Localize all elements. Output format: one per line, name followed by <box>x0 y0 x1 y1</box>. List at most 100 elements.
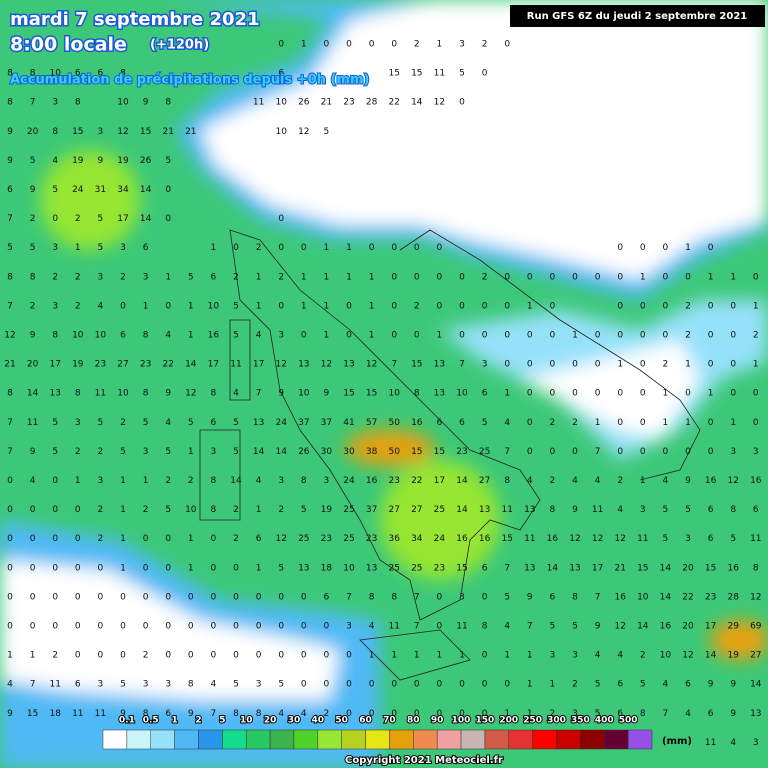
grid-value: 0 <box>391 301 397 311</box>
grid-value: 4 <box>369 622 375 632</box>
grid-value: 7 <box>256 389 262 399</box>
grid-value: 6 <box>143 243 149 253</box>
grid-value: 1 <box>120 563 126 573</box>
grid-value: 2 <box>165 476 171 486</box>
grid-value: 10 <box>343 563 355 573</box>
grid-value: 5 <box>188 418 194 428</box>
grid-value: 0 <box>459 331 465 341</box>
grid-value: 5 <box>120 447 126 457</box>
legend-label: 2 <box>195 716 201 726</box>
grid-value: 2 <box>75 301 81 311</box>
grid-value: 0 <box>7 592 13 602</box>
grid-value: 5 <box>7 243 13 253</box>
grid-value: 2 <box>278 505 284 515</box>
grid-value: 0 <box>504 680 510 690</box>
grid-value: 11 <box>750 534 761 544</box>
grid-value: 0 <box>7 534 13 544</box>
grid-value: 12 <box>569 534 580 544</box>
grid-value: 1 <box>414 651 420 661</box>
grid-value: 2 <box>75 214 81 224</box>
grid-value: 4 <box>504 622 510 632</box>
grid-value: 14 <box>660 563 672 573</box>
grid-value: 0 <box>685 389 691 399</box>
grid-value: 0 <box>346 40 352 50</box>
grid-value: 0 <box>188 592 194 602</box>
grid-value: 4 <box>98 301 104 311</box>
grid-value: 69 <box>750 622 762 632</box>
grid-value: 0 <box>256 592 262 602</box>
grid-value: 1 <box>550 680 556 690</box>
grid-value: 0 <box>165 622 171 632</box>
grid-value: 3 <box>324 476 330 486</box>
grid-value: 9 <box>98 156 104 166</box>
grid-value: 8 <box>730 505 736 515</box>
grid-value: 2 <box>663 360 669 370</box>
grid-value: 3 <box>753 738 759 748</box>
grid-value: 0 <box>233 563 239 573</box>
grid-value: 4 <box>617 651 623 661</box>
grid-value: 1 <box>165 272 171 282</box>
grid-value: 13 <box>750 709 761 719</box>
grid-value: 11 <box>592 505 603 515</box>
grid-value: 0 <box>256 622 262 632</box>
grid-value: 15 <box>637 563 648 573</box>
legend-label: 200 <box>499 716 518 726</box>
grid-value: 20 <box>27 360 39 370</box>
grid-value: 0 <box>143 534 149 544</box>
grid-value: 9 <box>730 709 736 719</box>
grid-value: 5 <box>663 505 669 515</box>
grid-value: 4 <box>278 709 284 719</box>
legend-swatch <box>460 729 486 750</box>
grid-value: 2 <box>98 534 104 544</box>
grid-value: 14 <box>253 447 265 457</box>
grid-value: 13 <box>569 563 580 573</box>
grid-value: 5 <box>52 447 58 457</box>
legend-swatch <box>150 729 175 750</box>
grid-value: 8 <box>391 592 397 602</box>
grid-value: 0 <box>685 447 691 457</box>
grid-value: 3 <box>550 651 556 661</box>
time: 8:00 locale <box>10 34 127 56</box>
grid-value: 2 <box>143 651 149 661</box>
grid-value: 7 <box>7 301 13 311</box>
grid-value: 1 <box>120 534 126 544</box>
grid-value: 16 <box>208 331 220 341</box>
grid-value: 1 <box>527 651 533 661</box>
grid-value: 0 <box>391 709 397 719</box>
legend-label: 400 <box>595 716 614 726</box>
grid-value: 0 <box>640 418 646 428</box>
grid-value: 0 <box>165 301 171 311</box>
grid-value: 9 <box>572 505 578 515</box>
grid-value: 0 <box>414 709 420 719</box>
grid-value: 8 <box>30 272 36 282</box>
grid-value: 8 <box>75 98 81 108</box>
grid-value: 0 <box>617 447 623 457</box>
grid-value: 0 <box>527 418 533 428</box>
grid-value: 0 <box>391 680 397 690</box>
grid-value: 6 <box>120 331 126 341</box>
grid-value: 4 <box>527 476 533 486</box>
grid-value: 3 <box>52 243 58 253</box>
grid-value: 1 <box>143 476 149 486</box>
grid-value: 0 <box>256 651 262 661</box>
grid-value: 7 <box>7 418 13 428</box>
grid-value: 12 <box>434 98 445 108</box>
legend-swatch <box>317 729 342 750</box>
grid-value: 1 <box>30 651 36 661</box>
grid-value: 10 <box>208 301 220 311</box>
grid-value: 0 <box>143 592 149 602</box>
grid-value: 3 <box>165 680 171 690</box>
grid-value: 1 <box>256 272 262 282</box>
grid-value: 0 <box>278 40 284 50</box>
grid-value: 0 <box>278 622 284 632</box>
grid-value: 12 <box>298 127 309 137</box>
grid-value: 7 <box>459 360 465 370</box>
grid-value: 28 <box>727 592 739 602</box>
grid-value: 10 <box>117 98 129 108</box>
legend-swatch <box>198 729 223 750</box>
grid-value: 2 <box>482 40 488 50</box>
grid-value: 0 <box>617 243 623 253</box>
grid-value: 10 <box>185 505 197 515</box>
grid-value: 2 <box>324 709 330 719</box>
grid-value: 15 <box>456 563 467 573</box>
